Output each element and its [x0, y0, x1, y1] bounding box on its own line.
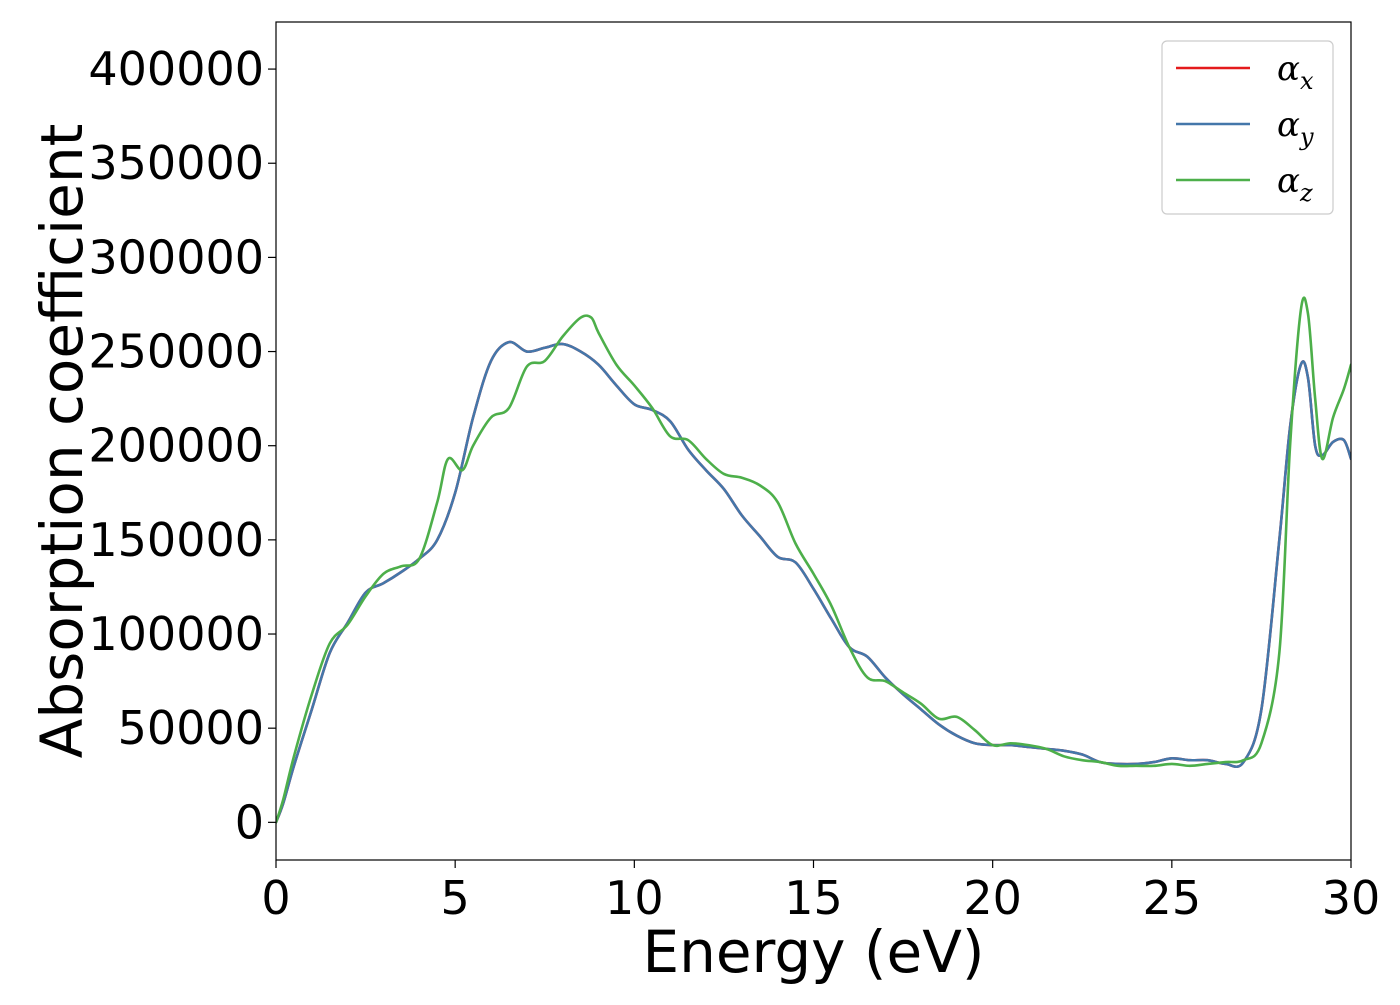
x-tick-label: 20	[963, 871, 1022, 925]
y-axis: 0 50000 100000 150000 200000 250000 300000 3500…	[88, 42, 276, 849]
x-tick-label: 25	[1143, 871, 1202, 925]
series-line-x	[276, 340, 1351, 824]
y-tick-label: 300000	[88, 230, 264, 284]
x-tick-label: 5	[441, 871, 470, 925]
x-axis-label: Energy (eV)	[642, 918, 984, 986]
x-tick-label: 15	[784, 871, 843, 925]
y-tick-label: 50000	[118, 701, 264, 755]
y-tick-label: 200000	[88, 419, 264, 473]
x-tick-label: 0	[261, 871, 290, 925]
legend-label-y: αy	[1277, 105, 1314, 151]
y-tick-label: 150000	[88, 513, 264, 567]
x-tick-label: 30	[1322, 871, 1381, 925]
y-tick-label: 0	[235, 795, 264, 849]
legend: αx αy αz	[1161, 40, 1334, 215]
series-line-z	[276, 296, 1351, 824]
y-tick-label: 400000	[88, 42, 264, 96]
y-tick-label: 100000	[88, 607, 264, 661]
x-tick-label: 10	[605, 871, 664, 925]
y-tick-label: 250000	[88, 325, 264, 379]
legend-box	[1161, 40, 1334, 215]
legend-label-x: αx	[1277, 49, 1314, 95]
y-tick-label: 350000	[88, 136, 264, 190]
y-axis-label: Absorption coefficient	[28, 124, 96, 759]
series-line-y	[276, 340, 1351, 824]
x-axis: 0 5 10 15 20 25 30	[261, 860, 1380, 925]
plot-lines	[276, 296, 1351, 824]
legend-label-z: αz	[1277, 161, 1313, 207]
